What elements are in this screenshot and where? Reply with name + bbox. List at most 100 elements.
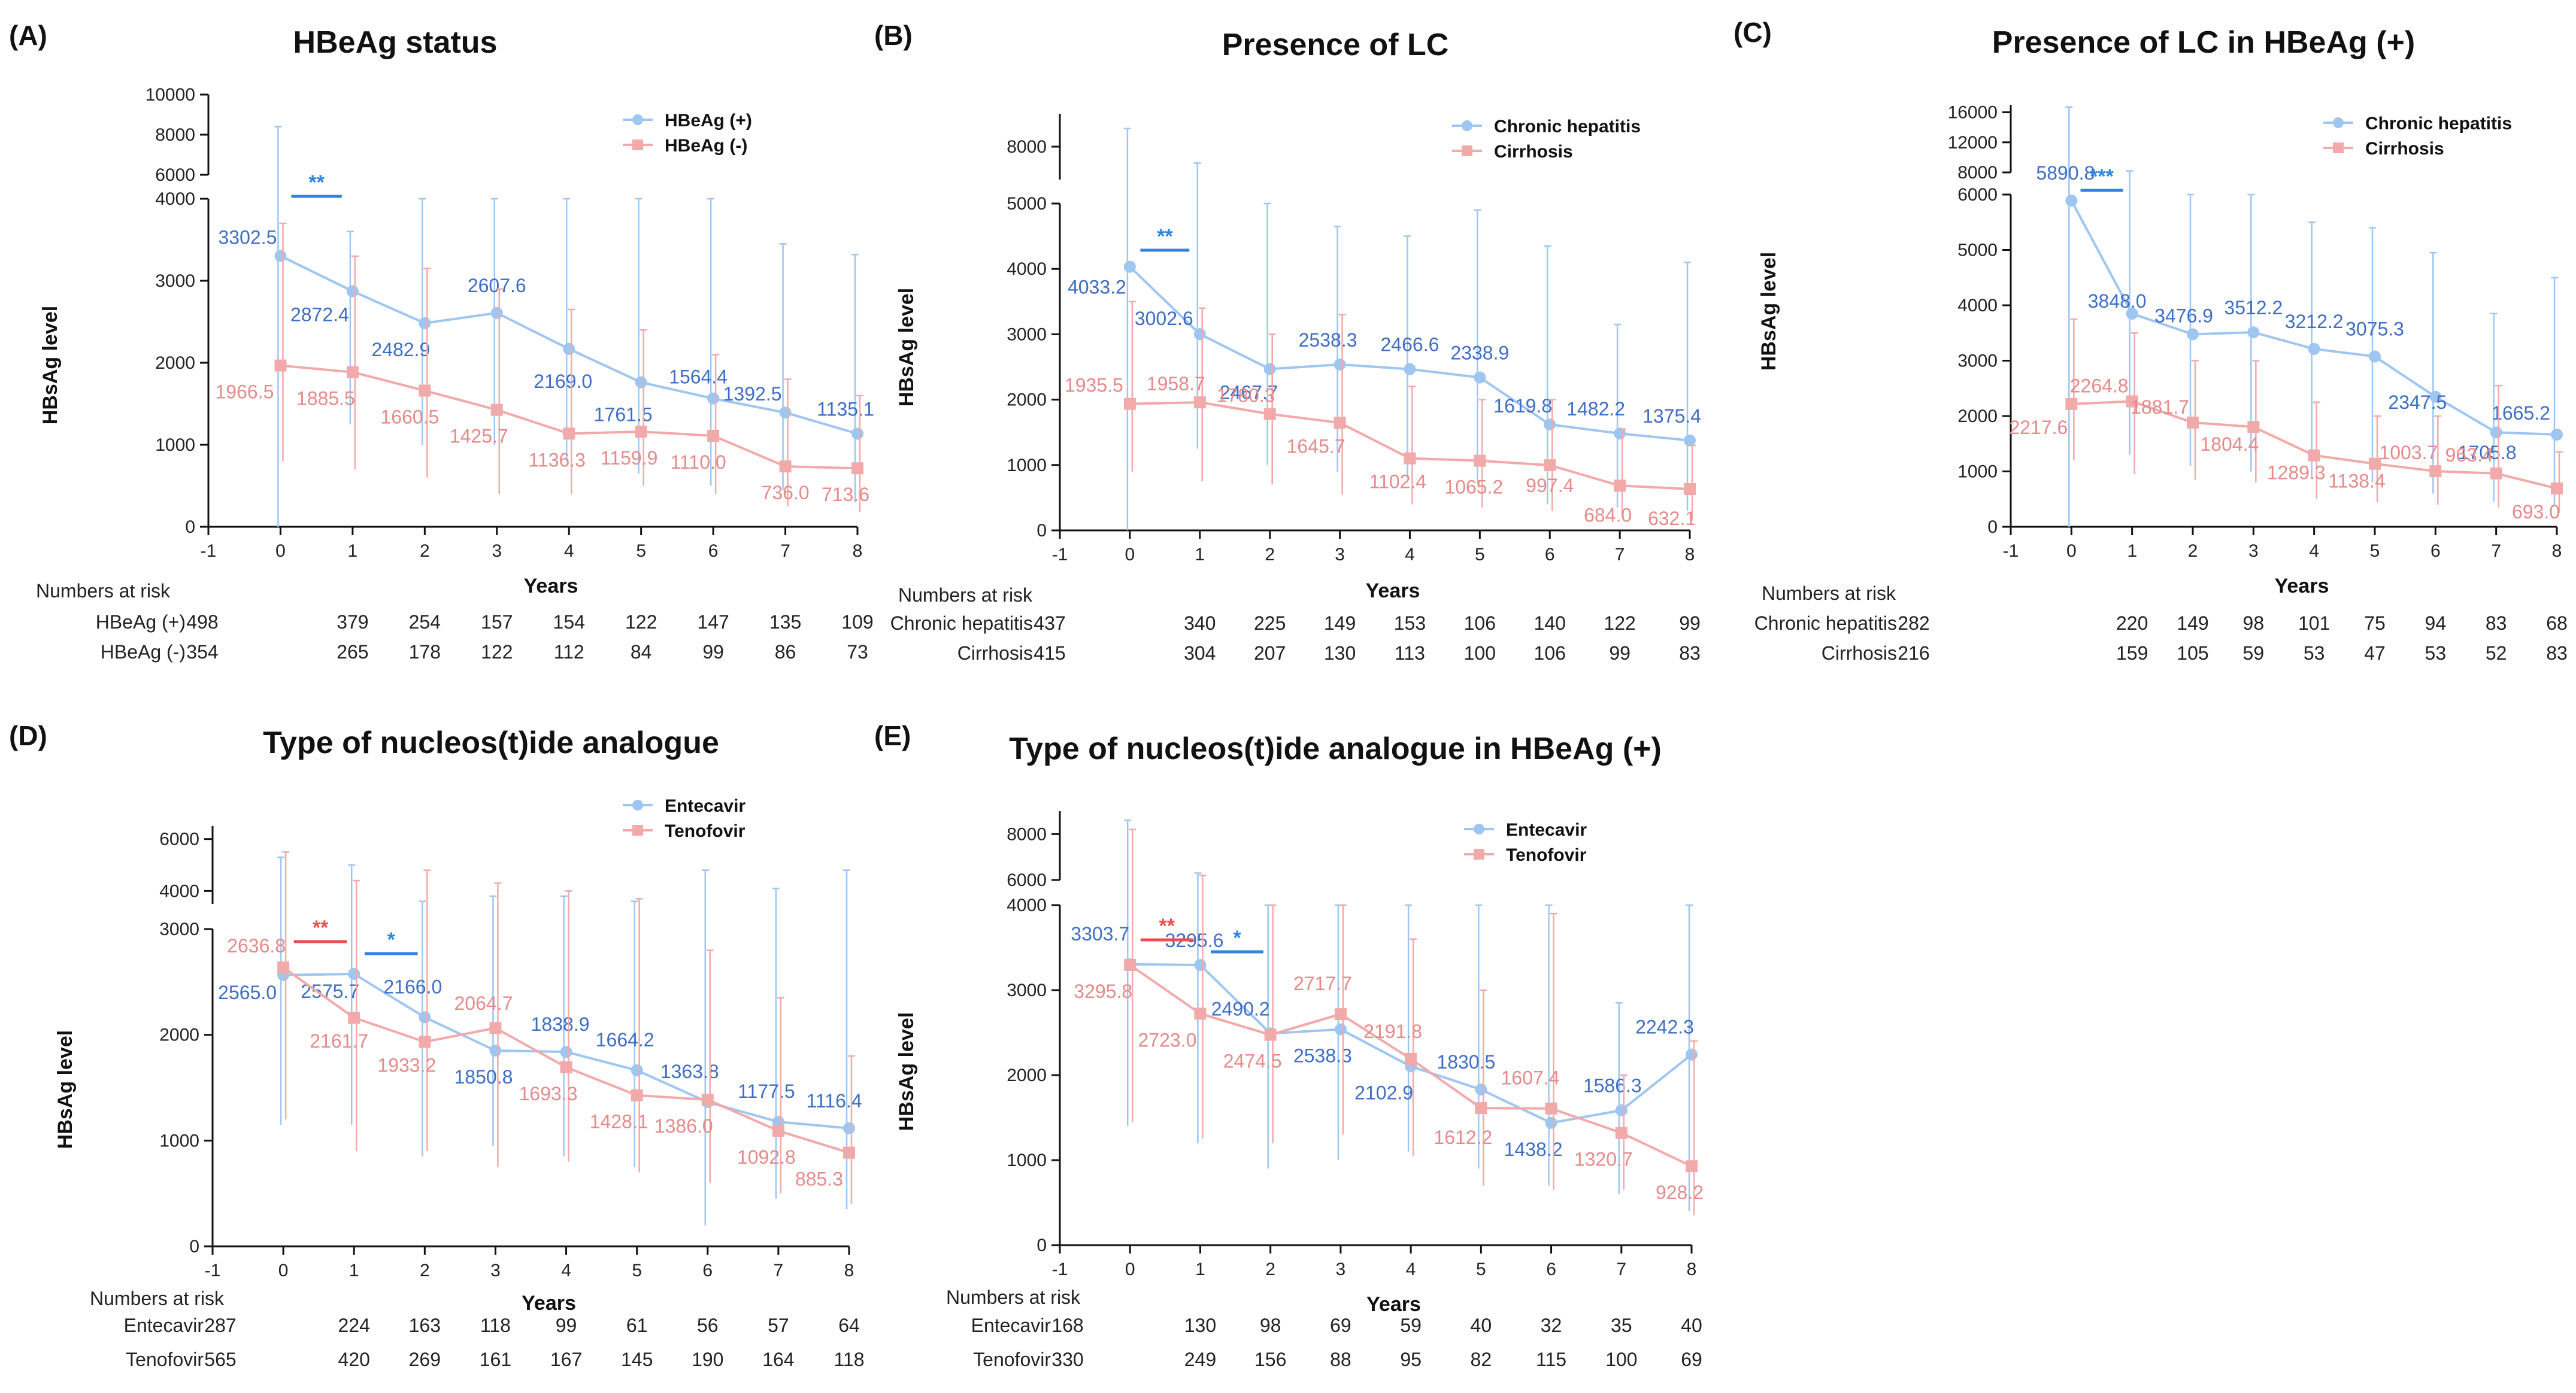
- data-point: [1545, 1116, 1557, 1129]
- data-point: [2369, 350, 2381, 363]
- data-label: 1003.7: [2379, 442, 2438, 463]
- data-label: 2474.5: [1223, 1051, 1282, 1072]
- data-label: 2064.7: [454, 993, 513, 1014]
- significance-label: **: [308, 171, 325, 194]
- risk-row-label: Cirrhosis: [1822, 642, 1897, 664]
- series-hbeag-: 1966.5 1885.5 1660.5 1425.7 1136.3 1159.9 1110…: [216, 222, 869, 512]
- risk-value: 220: [2116, 612, 2148, 634]
- legend-label: Entecavir: [665, 796, 745, 816]
- x-axis-label: Years: [522, 1292, 576, 1315]
- data-label: 1320.7: [1574, 1148, 1633, 1170]
- data-label: 3302.5: [219, 227, 277, 248]
- data-point: [2490, 467, 2502, 479]
- risk-row-label: Entecavir: [971, 1315, 1051, 1336]
- risk-value: 99: [1679, 612, 1701, 634]
- data-point: [779, 406, 792, 419]
- y-tick-label: 1000: [1957, 462, 1998, 482]
- data-label: 2538.3: [1293, 1045, 1352, 1067]
- risk-value: 53: [2425, 642, 2447, 664]
- data-point: [2429, 465, 2442, 478]
- y-tick-label: 8000: [1957, 163, 1998, 183]
- risk-value: 154: [553, 611, 585, 633]
- panel-title: Type of nucleos(t)ide analogue in HBeAg …: [1009, 732, 1662, 766]
- risk-value: 68: [2546, 612, 2568, 634]
- y-tick-label: 4000: [159, 881, 199, 901]
- data-label: 1092.8: [737, 1146, 796, 1168]
- data-label: 2217.6: [2009, 417, 2068, 438]
- data-label: 1136.3: [528, 449, 586, 471]
- data-point: [1404, 363, 1416, 375]
- x-tick-label: -1: [205, 1261, 221, 1280]
- data-point: [772, 1124, 784, 1137]
- data-point: [489, 1022, 502, 1034]
- x-tick-label: 8: [1687, 1260, 1697, 1279]
- risk-value: 98: [2243, 612, 2265, 634]
- risk-value: 56: [697, 1315, 719, 1336]
- data-point: [2065, 397, 2078, 410]
- data-label: 2161.7: [310, 1030, 368, 1052]
- y-axis-label: HBsAg level: [895, 1012, 918, 1131]
- data-label: 1428.1: [590, 1111, 648, 1133]
- y-tick-label: 5000: [1007, 194, 1047, 214]
- panel-title: Type of nucleos(t)ide analogue: [263, 726, 719, 760]
- risk-value: 86: [775, 641, 796, 663]
- risk-row-label: HBeAg (-): [101, 641, 186, 663]
- data-label: 1612.2: [1434, 1127, 1492, 1148]
- data-point: [701, 1094, 714, 1106]
- legend-marker: [1462, 145, 1472, 156]
- data-point: [1686, 1048, 1698, 1061]
- risk-value: 216: [1898, 642, 1929, 664]
- data-point: [851, 427, 863, 440]
- y-tick-label: 8000: [1007, 824, 1047, 844]
- data-label: 1830.5: [1437, 1051, 1495, 1073]
- risk-value: 88: [1330, 1349, 1351, 1370]
- y-axis-label: HBsAg level: [54, 1030, 77, 1149]
- data-label: 4033.2: [1068, 277, 1126, 298]
- data-label: 1138.4: [2328, 471, 2386, 492]
- data-point: [851, 462, 863, 475]
- data-point: [1263, 408, 1276, 420]
- x-tick-label: 5: [1475, 545, 1485, 565]
- risk-value: 304: [1184, 642, 1216, 664]
- risk-value: 99: [702, 641, 724, 663]
- panel-e: (E) Type of nucleos(t)ide analogue in HBe…: [874, 720, 1704, 1370]
- data-label: 1780.3: [1217, 385, 1275, 406]
- x-axis-label: Years: [524, 575, 578, 597]
- data-point: [2247, 326, 2260, 339]
- legend-marker: [1462, 120, 1472, 131]
- risk-value: 168: [1051, 1315, 1083, 1336]
- y-tick-label: 2000: [1007, 390, 1047, 410]
- data-label: 632.1: [1648, 508, 1696, 529]
- data-label: 2872.4: [290, 304, 349, 325]
- data-point: [1615, 1104, 1628, 1116]
- risk-value: 135: [769, 611, 801, 633]
- x-tick-label: 0: [2066, 541, 2077, 561]
- x-tick-label: 6: [1546, 1260, 1556, 1279]
- data-point: [631, 1089, 643, 1101]
- data-label: 2264.8: [2070, 375, 2129, 397]
- data-label: 3002.6: [1135, 308, 1193, 329]
- risk-row-label: Chronic hepatitis: [890, 612, 1033, 634]
- risk-value: 100: [1605, 1349, 1637, 1370]
- data-label: 2565.0: [218, 982, 277, 1003]
- data-point: [2126, 395, 2138, 408]
- x-axis-label: Years: [1366, 1293, 1421, 1316]
- x-tick-label: 2: [420, 1261, 430, 1280]
- data-label: 2575.7: [301, 981, 359, 1002]
- risk-value: 52: [2486, 642, 2507, 664]
- data-point: [2429, 390, 2442, 403]
- risk-value: 83: [1679, 642, 1701, 664]
- data-point: [1334, 1008, 1347, 1021]
- risk-value: 254: [409, 611, 441, 633]
- data-point: [1404, 452, 1416, 465]
- data-label: 2482.9: [371, 339, 430, 360]
- data-point: [274, 250, 287, 262]
- x-tick-label: 3: [1335, 545, 1345, 565]
- data-label: 3303.7: [1071, 923, 1129, 945]
- data-label: 2466.6: [1381, 334, 1439, 356]
- y-tick-label: 2000: [155, 353, 195, 373]
- data-label: 1645.7: [1287, 435, 1345, 457]
- risk-header: Numbers at risk: [898, 584, 1033, 606]
- y-tick-label: 2000: [1007, 1066, 1047, 1085]
- data-label: 2538.3: [1299, 329, 1357, 351]
